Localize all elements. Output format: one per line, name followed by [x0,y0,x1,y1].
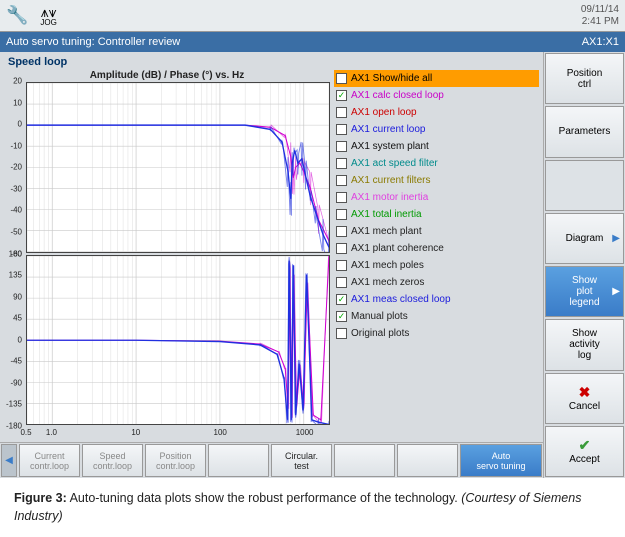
legend-item[interactable]: AX1 mech plant [334,223,539,240]
checkbox-icon[interactable] [336,226,347,237]
plot-header: Speed loop [4,54,330,70]
legend-item[interactable]: Original plots [334,325,539,342]
checkbox-icon[interactable] [336,192,347,203]
side-button[interactable]: Diagram▶ [545,213,624,264]
page-title: Auto servo tuning: Controller review [6,36,180,48]
side-button[interactable]: Showplotlegend▶ [545,266,624,317]
chevron-right-icon: ▶ [612,233,620,244]
checkbox-icon[interactable]: ✓ [336,311,347,322]
legend-item[interactable]: AX1 current filters [334,172,539,189]
checkbox-icon[interactable] [336,260,347,271]
checkbox-icon[interactable] [336,328,347,339]
legend-item[interactable]: AX1 act speed filter [334,155,539,172]
plot-panel: Speed loop Amplitude (dB) / Phase (°) vs… [0,52,330,442]
legend-label: AX1 total inertia [351,209,422,220]
legend-label: Manual plots [351,311,408,322]
top-toolbar: 🔧 ⩚⩛JOG 09/11/14 2:41 PM [0,0,625,32]
legend-item[interactable]: AX1 motor inertia [334,189,539,206]
cancel-icon: ✖ [569,384,600,401]
bottom-tab[interactable]: Currentcontr.loop [19,444,80,477]
legend-item[interactable]: AX1 current loop [334,121,539,138]
phase-chart [26,255,330,426]
amplitude-chart [26,82,330,253]
legend-label: AX1 calc closed loop [351,90,444,101]
checkbox-icon[interactable] [336,124,347,135]
side-button[interactable]: ✔Accept [545,426,624,477]
checkbox-icon[interactable] [336,277,347,288]
legend-label: AX1 open loop [351,107,417,118]
checkbox-icon[interactable] [336,107,347,118]
bottom-toolbar: ◀Currentcontr.loopSpeedcontr.loopPositio… [0,442,543,478]
title-bar: Auto servo tuning: Controller review AX1… [0,32,625,52]
wrench-icon[interactable]: 🔧 [6,5,28,26]
axis-label: AX1:X1 [582,36,619,48]
legend-label: AX1 Show/hide all [351,73,432,84]
legend-label: AX1 mech poles [351,260,424,271]
plot-title: Amplitude (dB) / Phase (°) vs. Hz [4,70,330,81]
legend-label: AX1 mech plant [351,226,422,237]
checkbox-icon[interactable] [336,158,347,169]
plot-legend: AX1 Show/hide all ✓ AX1 calc closed loop… [330,52,543,442]
bottom-tab[interactable] [208,444,269,477]
accept-icon: ✔ [569,437,600,454]
side-button[interactable]: Positionctrl [545,53,624,104]
checkbox-icon[interactable] [336,243,347,254]
bottom-tab-active[interactable]: Autoservo tuning [460,444,542,477]
legend-label: AX1 mech zeros [351,277,424,288]
legend-item[interactable]: ✓ Manual plots [334,308,539,325]
legend-label: AX1 system plant [351,141,429,152]
side-button[interactable]: Parameters [545,106,624,157]
legend-item[interactable]: ✓ AX1 calc closed loop [334,87,539,104]
nav-left-icon[interactable]: ◀ [1,444,17,477]
bottom-tab[interactable]: Circular.test [271,444,332,477]
checkbox-icon[interactable] [336,175,347,186]
app-screen: 🔧 ⩚⩛JOG 09/11/14 2:41 PM Auto servo tuni… [0,0,625,478]
legend-label: AX1 current filters [351,175,430,186]
jog-icon[interactable]: ⩚⩛JOG [40,5,56,27]
legend-item[interactable]: AX1 Show/hide all [334,70,539,87]
bottom-tab[interactable] [334,444,395,477]
checkbox-icon[interactable]: ✓ [336,90,347,101]
legend-label: AX1 meas closed loop [351,294,451,305]
figure-caption: Figure 3: Auto-tuning data plots show th… [0,478,625,537]
legend-item[interactable]: AX1 mech poles [334,257,539,274]
bottom-tab[interactable]: Speedcontr.loop [82,444,143,477]
checkbox-icon[interactable]: ✓ [336,294,347,305]
legend-label: AX1 motor inertia [351,192,428,203]
bottom-tab[interactable] [397,444,458,477]
legend-label: AX1 act speed filter [351,158,438,169]
legend-label: Original plots [351,328,409,339]
datetime-display: 09/11/14 2:41 PM [581,4,619,28]
bottom-tab[interactable]: Positioncontr.loop [145,444,206,477]
legend-item[interactable]: ✓ AX1 meas closed loop [334,291,539,308]
checkbox-icon[interactable] [336,209,347,220]
checkbox-icon[interactable] [336,141,347,152]
side-button[interactable]: ✖Cancel [545,373,624,424]
side-toolbar: PositionctrlParameters Diagram▶Showplotle… [543,52,625,478]
chevron-right-icon: ▶ [612,286,620,297]
legend-label: AX1 plant coherence [351,243,444,254]
legend-item[interactable]: AX1 system plant [334,138,539,155]
legend-item[interactable]: AX1 plant coherence [334,240,539,257]
side-button[interactable]: Showactivitylog [545,319,624,370]
legend-item[interactable]: AX1 total inertia [334,206,539,223]
legend-label: AX1 current loop [351,124,426,135]
side-button [545,160,624,211]
checkbox-icon[interactable] [336,73,347,84]
legend-item[interactable]: AX1 open loop [334,104,539,121]
legend-item[interactable]: AX1 mech zeros [334,274,539,291]
